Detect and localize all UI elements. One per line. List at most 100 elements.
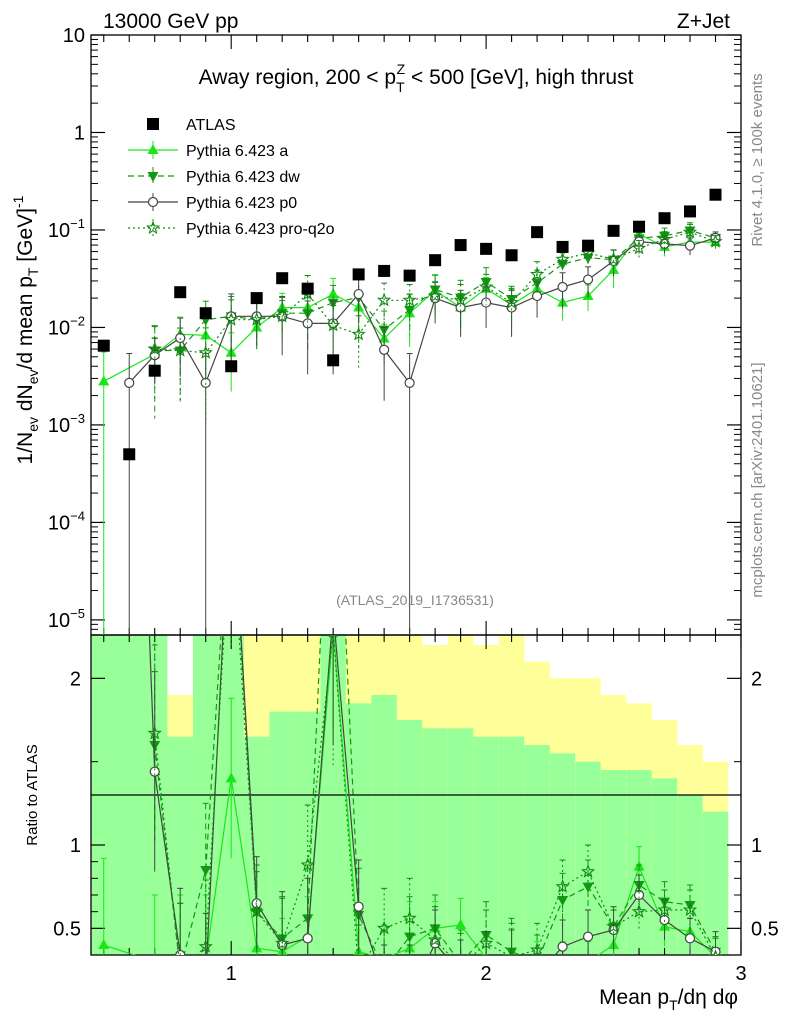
- ratio-series: [98, 607, 723, 1003]
- marker-p0: [404, 377, 415, 388]
- y-tick-base: 10: [48, 610, 70, 632]
- marker-p0: [456, 969, 465, 978]
- marker-p0: [582, 274, 594, 285]
- marker-p0: [201, 976, 210, 985]
- marker-p0: [684, 240, 696, 251]
- series-line-dw: [154, 229, 716, 352]
- marker-proq2o: [376, 292, 392, 307]
- marker-proq2o: [249, 904, 264, 918]
- y-tick-exp: −3: [70, 411, 85, 426]
- marker-dw: [582, 882, 594, 893]
- marker-p0: [633, 889, 645, 901]
- rivet-version-label: Rivet 4.1.0, ≥ 100k events: [749, 73, 766, 246]
- marker-proq2o: [427, 288, 443, 303]
- marker-a: [98, 939, 110, 949]
- marker-p0: [405, 994, 414, 1003]
- marker-proq2o: [606, 919, 621, 933]
- marker-proq2o: [175, 964, 186, 975]
- x-tick-label: 1: [226, 963, 237, 985]
- ratio-y-tick-label: 1: [70, 835, 81, 857]
- marker-proq2o: [275, 935, 290, 950]
- y-tick-label: 10−5: [48, 606, 85, 632]
- y-tick-base: 10: [48, 512, 70, 534]
- marker-proq2o: [657, 902, 672, 917]
- marker-data: [123, 448, 136, 461]
- x-tick-label: 3: [735, 963, 746, 985]
- marker-proq2o: [631, 904, 647, 918]
- y-tick-base: 10: [48, 415, 70, 437]
- marker-proq2o: [147, 341, 162, 356]
- marker-proq2o: [275, 308, 290, 323]
- ratio-y-tick-label-right: 0.5: [751, 918, 779, 940]
- series-line-p0: [148, 635, 716, 955]
- marker-p0: [124, 377, 135, 388]
- marker-a: [225, 772, 237, 783]
- legend-marker-dw: [147, 172, 159, 182]
- marker-proq2o: [478, 279, 494, 294]
- marker-data: [658, 212, 671, 225]
- band-green-bin: [371, 695, 397, 955]
- band-green-bin: [473, 736, 499, 955]
- marker-p0: [507, 959, 516, 968]
- marker-data: [633, 220, 646, 233]
- marker-proq2o: [555, 251, 570, 266]
- y-tick-base: 10: [48, 317, 70, 339]
- marker-p0: [506, 302, 517, 313]
- marker-p0: [582, 931, 594, 942]
- marker-data: [225, 360, 238, 373]
- ratio-y-tick-label-right: 1: [751, 835, 762, 857]
- marker-data: [480, 242, 493, 255]
- y-tick-label: 10: [63, 25, 85, 47]
- marker-proq2o: [353, 966, 365, 977]
- marker-p0: [684, 933, 696, 944]
- marker-proq2o: [708, 234, 723, 248]
- marker-proq2o: [682, 902, 698, 917]
- marker-data: [148, 364, 161, 377]
- marker-p0: [557, 281, 568, 293]
- marker-dw: [175, 966, 186, 976]
- y-tick-exp: −1: [70, 216, 85, 231]
- marker-a: [175, 956, 186, 966]
- marker-proq2o: [147, 725, 162, 740]
- marker-a: [583, 956, 594, 966]
- marker-dw: [480, 277, 492, 288]
- marker-proq2o: [427, 932, 443, 947]
- legend-label-dw: Pythia 6.423 dw: [186, 169, 300, 186]
- marker-proq2o: [300, 857, 315, 872]
- marker-p0: [353, 288, 364, 300]
- plot-title: Away region, 200 < pTZ < 500 [GeV], high…: [199, 61, 634, 95]
- marker-data: [403, 269, 416, 282]
- marker-a: [200, 956, 211, 966]
- y-tick-exp: −4: [70, 508, 85, 523]
- marker-p0: [329, 607, 338, 616]
- marker-p0: [557, 941, 568, 952]
- marker-a: [557, 956, 568, 966]
- marker-proq2o: [351, 326, 366, 341]
- legend-label-p0: Pythia 6.423 p0: [186, 195, 297, 212]
- marker-data: [556, 240, 569, 253]
- marker-dw: [404, 932, 416, 943]
- marker-data: [429, 254, 442, 267]
- marker-p0: [302, 318, 313, 329]
- marker-proq2o: [224, 312, 239, 326]
- marker-proq2o: [376, 920, 392, 935]
- band-green-bin: [702, 811, 729, 955]
- marker-p0: [302, 933, 313, 944]
- ratio-y-tick-label-right: 2: [751, 668, 762, 690]
- legend-marker-p0: [147, 196, 159, 208]
- marker-proq2o: [682, 224, 698, 239]
- y-tick-base: 1: [74, 122, 85, 144]
- marker-proq2o: [478, 935, 494, 950]
- header-right: Z+Jet: [677, 10, 730, 33]
- marker-proq2o: [606, 251, 621, 266]
- marker-proq2o: [455, 961, 466, 972]
- marker-proq2o: [198, 939, 213, 953]
- marker-data: [352, 268, 365, 281]
- marker-a: [506, 956, 517, 966]
- marker-proq2o: [173, 342, 188, 357]
- marker-proq2o: [504, 295, 519, 309]
- marker-a: [532, 956, 543, 966]
- marker-proq2o: [580, 864, 596, 878]
- marker-data: [505, 249, 518, 262]
- legend-marker-a: [147, 144, 159, 154]
